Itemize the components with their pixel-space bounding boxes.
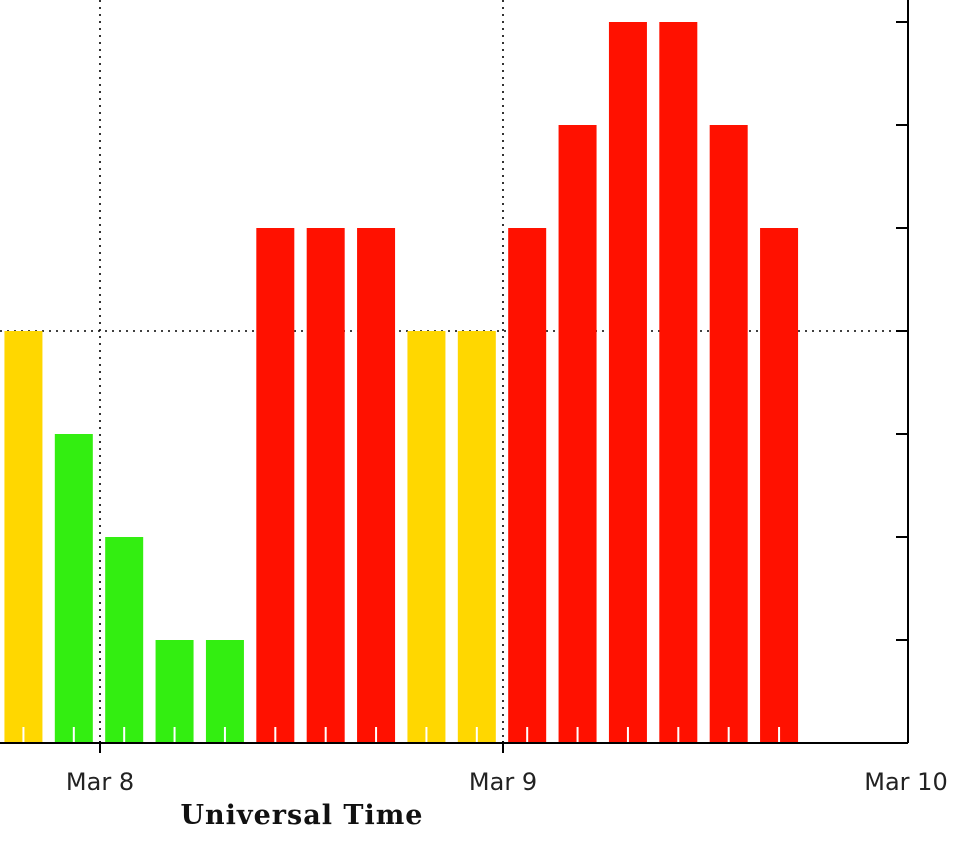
x-tick-label: Mar 8 (66, 768, 134, 796)
bar (659, 22, 698, 743)
bar (558, 125, 597, 743)
bar (457, 331, 496, 743)
bar (407, 331, 446, 743)
bar (105, 537, 144, 743)
bar (155, 640, 194, 743)
x-tick-label: Mar 10 (864, 768, 947, 796)
bars (4, 22, 799, 743)
bar (205, 640, 244, 743)
bar (256, 228, 295, 743)
bar (357, 228, 396, 743)
bar (508, 228, 547, 743)
x-axis-title: Universal Time (181, 800, 424, 831)
tick-labels: Mar 8 Mar 9 Mar 10 (66, 768, 948, 796)
bar (306, 228, 345, 743)
bar (4, 331, 43, 743)
bar (608, 22, 647, 743)
bar (709, 125, 748, 743)
bar (54, 434, 93, 743)
axes (0, 0, 909, 753)
bar (760, 228, 799, 743)
x-tick-label: Mar 9 (469, 768, 537, 796)
grid-lines (0, 0, 908, 743)
